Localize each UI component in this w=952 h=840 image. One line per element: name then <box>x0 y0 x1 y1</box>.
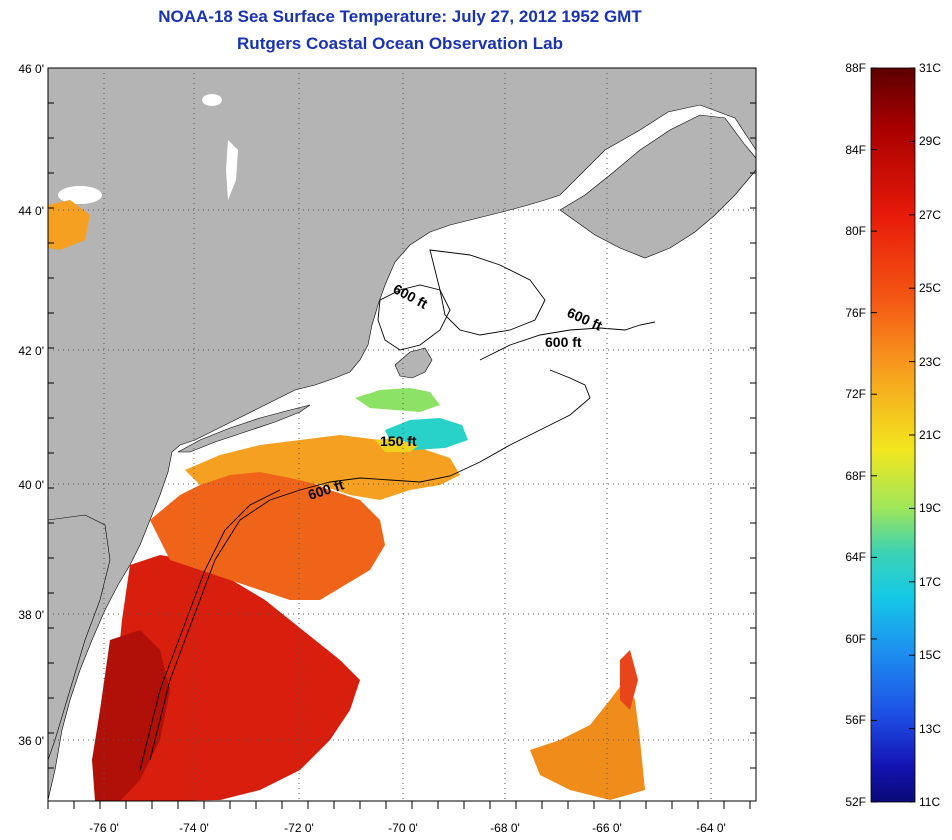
sst-orange-lake-ontario <box>48 200 90 250</box>
longitude-label: -70 0' <box>388 821 418 835</box>
map-frame <box>47 67 757 802</box>
sst-yellow-patch <box>375 438 418 452</box>
latitude-label: 38 0' <box>18 608 44 622</box>
longitude-label: -72 0' <box>284 821 314 835</box>
land-nova-scotia <box>559 114 756 259</box>
contour-label: 150 ft <box>380 433 417 449</box>
colorbar-c-label: 25C <box>919 281 942 296</box>
latitude-label: 44 0' <box>18 204 44 218</box>
colorbar-f-label: 56F <box>845 713 866 728</box>
colorbar-f-label: 84F <box>845 142 866 157</box>
latitude-label: 46 0' <box>18 62 44 76</box>
colorbar-c-label: 11C <box>919 795 941 809</box>
contour-inner-gom <box>429 249 546 336</box>
colorbar-c-label: 21C <box>919 428 942 442</box>
contour-600ft-south <box>149 369 591 761</box>
colorbar-c-label: 15C <box>919 648 942 663</box>
land-mainland <box>48 68 756 801</box>
latitude-labels: 46 0' 44 0' 42 0' 40 0' 38 0' 36 0' <box>18 62 44 748</box>
colorbar-c-label: 19C <box>919 501 942 516</box>
colorbar-c-label: 27C <box>919 207 942 222</box>
sst-orange-mid <box>150 470 385 600</box>
contour-600ft-east <box>479 321 656 361</box>
colorbar-c-label: 31C <box>919 61 942 75</box>
land-long-island <box>177 404 311 453</box>
contour-150ft <box>139 489 281 771</box>
colorbar-f-label: 80F <box>845 224 866 239</box>
map-title: NOAA-18 Sea Surface Temperature: July 27… <box>158 7 642 26</box>
latitude-label: 40 0' <box>18 478 44 492</box>
lake <box>202 94 222 106</box>
colorbar-c-label: 13C <box>919 721 942 736</box>
colorbar-c-label: 23C <box>919 354 942 369</box>
longitude-label: -74 0' <box>179 821 209 835</box>
graticule <box>47 67 756 809</box>
sst-orange-southeast <box>530 680 645 800</box>
colorbar-f-label: 60F <box>845 631 866 646</box>
longitude-labels: -76 0' -74 0' -72 0' -70 0' -68 0' -66 0' -64 … <box>89 821 726 835</box>
colorbar-ticks <box>871 67 915 803</box>
colorbar-c-label: 17C <box>919 574 942 589</box>
colorbar <box>870 67 916 803</box>
longitude-label: -76 0' <box>89 821 119 835</box>
map-subtitle: Rutgers Coastal Ocean Observation Lab <box>237 34 563 53</box>
land-delmarva <box>48 514 111 761</box>
colorbar-f-label: 64F <box>845 550 866 565</box>
colorbar-f-label: 52F <box>845 795 866 809</box>
contour-label: 600 ft <box>545 334 582 350</box>
lake-champlain <box>226 140 238 200</box>
colorbar-f-label: 76F <box>845 305 866 320</box>
colorbar-f-label: 68F <box>845 468 866 483</box>
land-cape-cod <box>394 347 433 379</box>
colorbar-c-label: 29C <box>919 134 942 149</box>
longitude-label: -66 0' <box>592 821 622 835</box>
sst-red-southeast <box>620 650 638 710</box>
colorbar-f-label: 72F <box>845 387 866 402</box>
latitude-label: 42 0' <box>18 344 44 358</box>
latitude-label: 36 0' <box>18 734 44 748</box>
longitude-label: -64 0' <box>696 821 726 835</box>
lake-ontario <box>58 186 102 204</box>
sst-green-patch <box>355 388 440 412</box>
contour-600ft-gom <box>377 284 451 351</box>
colorbar-f-label: 88F <box>845 61 866 75</box>
longitude-label: -68 0' <box>490 821 520 835</box>
